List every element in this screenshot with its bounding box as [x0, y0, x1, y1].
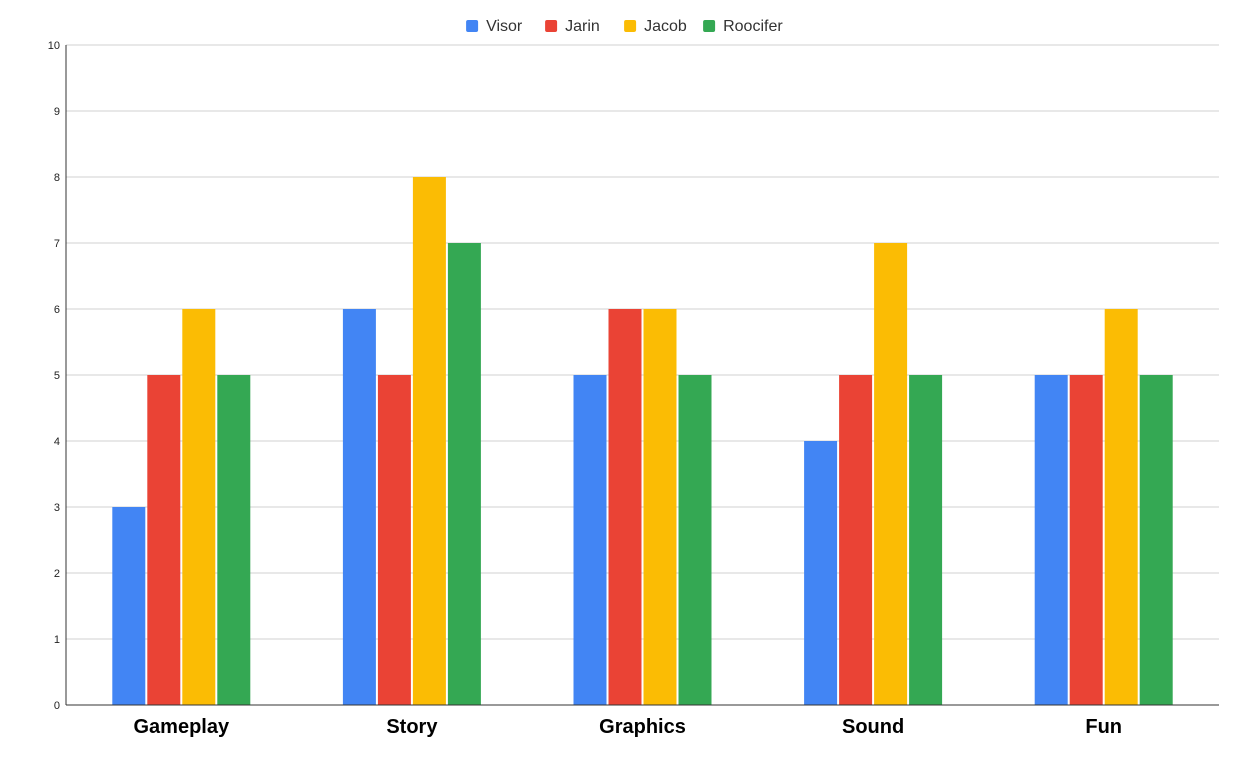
legend-item-visor[interactable]: Visor [466, 18, 523, 35]
y-tick-labels: 0 1 2 3 4 5 6 7 8 9 10 [48, 40, 60, 712]
bar-jarin-gameplay[interactable] [147, 375, 181, 705]
bar-jacob-story[interactable] [412, 177, 446, 705]
y-tick-label: 9 [54, 106, 60, 118]
y-tick-label: 4 [54, 436, 60, 448]
axes [65, 45, 1219, 706]
bar-visor-fun[interactable] [1034, 375, 1068, 705]
bar-jarin-sound[interactable] [839, 375, 873, 705]
bar-jarin-fun[interactable] [1069, 375, 1103, 705]
y-tick-label: 8 [54, 172, 60, 184]
legend-swatch [624, 20, 637, 32]
bar-roocifer-fun[interactable] [1139, 375, 1173, 705]
bar-visor-gameplay[interactable] [112, 507, 146, 705]
x-tick-label: Sound [842, 716, 904, 738]
bar-visor-story[interactable] [342, 309, 376, 705]
bar-jarin-graphics[interactable] [608, 309, 642, 705]
legend[interactable]: Visor Jarin Jacob Roocifer [466, 18, 783, 35]
legend-label: Jarin [565, 18, 600, 35]
x-tick-label: Graphics [599, 716, 686, 738]
legend-swatch [466, 20, 479, 32]
legend-label: Visor [486, 18, 523, 35]
y-tick-label: 0 [54, 700, 60, 712]
legend-item-jacob[interactable]: Jacob [624, 18, 687, 35]
gridlines [66, 44, 1219, 640]
legend-swatch [545, 20, 558, 32]
bar-jarin-story[interactable] [377, 375, 411, 705]
y-tick-label: 1 [54, 634, 60, 646]
bar-visor-sound[interactable] [804, 441, 838, 705]
y-tick-label: 10 [48, 40, 60, 52]
bar-jacob-sound[interactable] [874, 243, 908, 705]
y-tick-label: 5 [54, 370, 60, 382]
bar-roocifer-gameplay[interactable] [217, 375, 251, 705]
x-tick-labels: Gameplay Story Graphics Sound Fun [133, 716, 1122, 738]
legend-item-jarin[interactable]: Jarin [545, 18, 600, 35]
x-tick-label: Gameplay [133, 716, 229, 738]
bar-roocifer-story[interactable] [447, 243, 481, 705]
y-tick-label: 6 [54, 304, 60, 316]
legend-swatch [703, 20, 716, 32]
y-tick-label: 2 [54, 568, 60, 580]
bars [112, 177, 1173, 705]
legend-item-roocifer[interactable]: Roocifer [703, 18, 783, 35]
bar-visor-graphics[interactable] [573, 375, 607, 705]
legend-label: Jacob [644, 18, 687, 35]
x-tick-label: Fun [1085, 716, 1122, 738]
y-tick-label: 7 [54, 238, 60, 250]
bar-jacob-graphics[interactable] [643, 309, 677, 705]
bar-roocifer-graphics[interactable] [678, 375, 712, 705]
y-tick-label: 3 [54, 502, 60, 514]
bar-roocifer-sound[interactable] [909, 375, 943, 705]
legend-label: Roocifer [723, 18, 783, 35]
bar-jacob-fun[interactable] [1104, 309, 1138, 705]
bar-jacob-gameplay[interactable] [182, 309, 216, 705]
x-tick-label: Story [386, 716, 438, 738]
